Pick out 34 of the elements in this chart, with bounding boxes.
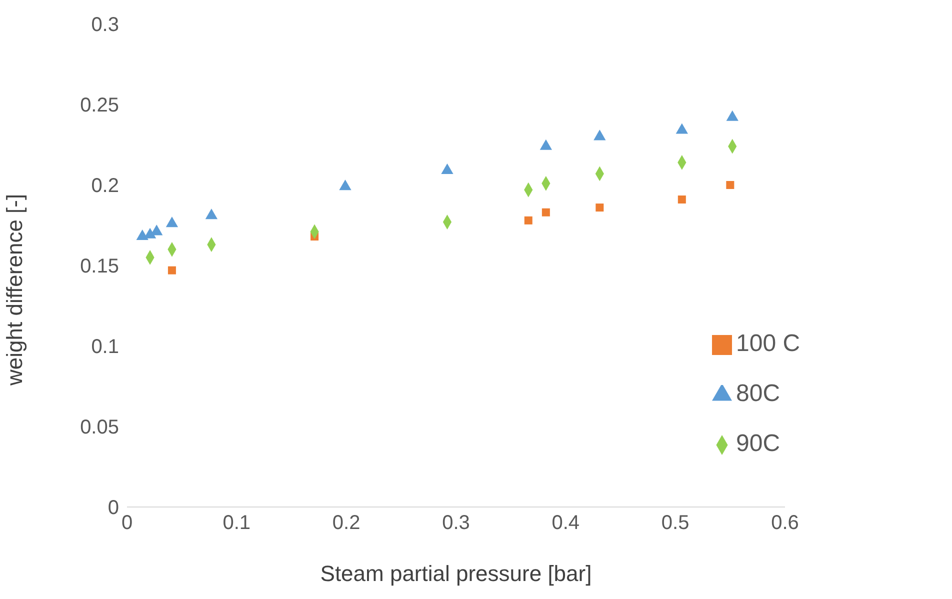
point [441,163,454,174]
point [524,216,532,224]
point [540,139,552,150]
x-tick-label: 0.6 [771,512,799,534]
x-tick-label: 0.4 [552,512,580,534]
point [676,123,688,134]
point [136,230,148,240]
y-tick-label: 0.1 [91,336,119,358]
legend-label: 80C [736,380,780,407]
x-axis-title: Steam partial pressure [bar] [320,561,592,586]
point [339,180,352,190]
y-tick-label: 0.15 [80,256,119,278]
point [678,195,686,204]
point [726,110,738,121]
y-tick-label: 0.3 [91,14,119,36]
x-tick-label: 0.2 [332,512,360,534]
point [205,208,218,220]
legend-label: 100 C [736,330,800,357]
point [166,216,178,228]
x-tick-label: 0.5 [661,512,690,534]
x-tick-label: 0 [121,512,133,534]
point [596,204,604,212]
y-tick-label: 0 [108,497,119,520]
point [168,266,176,274]
legend-label: 90C [736,430,780,457]
x-tick-label: 0.3 [442,512,470,534]
point [594,130,606,140]
point [726,181,734,189]
point [542,208,550,216]
y-axis-title: weight difference [-] [2,194,27,386]
y-tick-label: 0.25 [80,94,119,117]
x-tick-label: 0.1 [222,512,251,534]
y-tick-label: 0.05 [80,416,119,439]
y-tick-label: 0.2 [91,175,119,198]
